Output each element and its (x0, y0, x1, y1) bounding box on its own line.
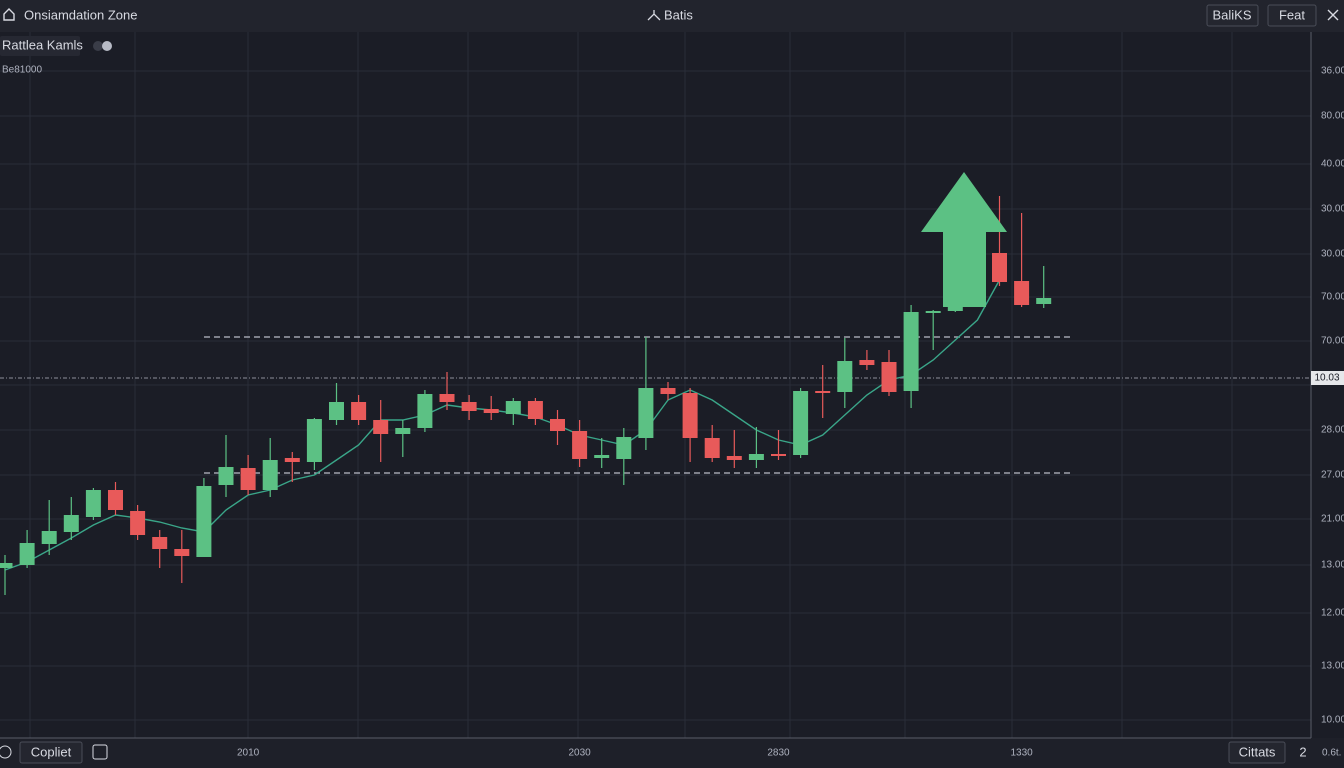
candle-body (306, 419, 322, 462)
candle-body (108, 490, 123, 510)
candle-body (903, 312, 919, 391)
candle-body (837, 361, 853, 392)
candle-body (240, 468, 256, 490)
candle-body (218, 467, 234, 485)
candle-body (550, 419, 565, 431)
x-tick-label: 2030 (568, 748, 591, 759)
button[interactable] (1206, 4, 1259, 27)
candle-body (704, 438, 720, 458)
y-axis-label: 13.00 (1321, 661, 1344, 672)
candle-body (505, 401, 521, 414)
footer-bar (0, 738, 1344, 768)
icon[interactable] (93, 41, 103, 51)
price-label: 10.03 (1314, 373, 1339, 384)
header-bar (0, 0, 1344, 32)
y-axis-label: 70.00 (1321, 336, 1344, 347)
y-axis-label: 21.00 (1321, 514, 1344, 525)
plot: 10.03 (0, 172, 1344, 595)
candle-body (726, 456, 742, 460)
moving-average (4, 279, 1001, 571)
y-axis-label: 36.00 (1321, 66, 1344, 77)
button-label[interactable]: Feat (1279, 7, 1305, 22)
candle-body (682, 393, 698, 438)
candle-body (992, 253, 1007, 282)
candle-body (85, 490, 101, 517)
button-label[interactable]: Copliet (31, 744, 72, 759)
footer-text: 0.6t. (1322, 748, 1341, 759)
candle-body (638, 388, 654, 438)
button-label[interactable]: Cittats (1239, 744, 1276, 759)
y-axis-label: 28.00 (1321, 425, 1344, 436)
candle-body (925, 311, 941, 313)
button-label[interactable]: BaliKS (1212, 7, 1251, 22)
icon[interactable] (92, 744, 108, 760)
y-axis-label: 12.00 (1321, 608, 1344, 619)
y-axis-label: 27.00 (1321, 470, 1344, 481)
x-tick-label: 2830 (767, 748, 790, 759)
symbol[interactable]: Rattlea Kamls (2, 37, 83, 52)
icon[interactable] (102, 41, 112, 51)
y-axis-label: 70.00 (1321, 292, 1344, 303)
candle-body (19, 543, 35, 565)
y-axis-label: 13.00 (1321, 560, 1344, 571)
candle-body (815, 391, 831, 393)
candle-body (395, 428, 411, 434)
candle-body (373, 420, 389, 434)
candle-body (660, 388, 676, 394)
candle-body (771, 454, 786, 456)
y-axis-label: 30.00 (1321, 204, 1344, 215)
candle-body (284, 458, 300, 462)
y-axis-label: 40.00 (1321, 159, 1344, 170)
candle-body (417, 394, 433, 428)
icon[interactable] (0, 745, 12, 759)
candle-body (461, 402, 477, 411)
header-title: Onsiamdation Zone (24, 7, 137, 22)
candle-body (329, 402, 344, 420)
home-icon[interactable] (3, 8, 15, 21)
candle-body (63, 515, 79, 532)
close-icon[interactable] (1327, 9, 1339, 21)
button[interactable] (1267, 4, 1317, 27)
candle-body (483, 409, 499, 413)
button[interactable] (1228, 741, 1286, 764)
x-tick-label: 2010 (237, 748, 260, 759)
candle-body (947, 307, 963, 311)
grid (0, 32, 1311, 738)
button[interactable] (19, 741, 83, 764)
candle-body (0, 563, 13, 568)
page-number[interactable]: 2 (1299, 744, 1306, 759)
y-axis-label: 80.00 (1321, 111, 1344, 122)
candle-body (616, 437, 632, 459)
candle-body (196, 486, 212, 557)
x-tick-label: 1330 (1010, 748, 1033, 759)
candle-body (572, 431, 588, 459)
candle-body (152, 537, 168, 549)
candle-body (351, 402, 367, 420)
candle-body (439, 394, 455, 402)
candle-body (41, 531, 57, 544)
candle-body (594, 455, 610, 458)
candle-body (174, 549, 190, 556)
candle-body (881, 362, 897, 392)
y-axis-label: 30.00 (1321, 249, 1344, 260)
candle-body (262, 460, 278, 490)
y-axis-label: 10.00 (1321, 715, 1344, 726)
symbol-chip[interactable] (0, 36, 80, 56)
candle-body (1036, 298, 1052, 304)
arrow (921, 172, 1007, 307)
center-icon (647, 10, 661, 21)
candle-body (748, 454, 764, 460)
candle-body (1014, 281, 1030, 305)
candle-body (130, 511, 146, 535)
header-center: Batis (664, 7, 693, 22)
symbol-sub: Be81000 (2, 65, 42, 76)
candle-body (793, 391, 809, 455)
candle-body (527, 401, 543, 419)
price-tag (1311, 371, 1344, 385)
candle-body (859, 360, 875, 365)
